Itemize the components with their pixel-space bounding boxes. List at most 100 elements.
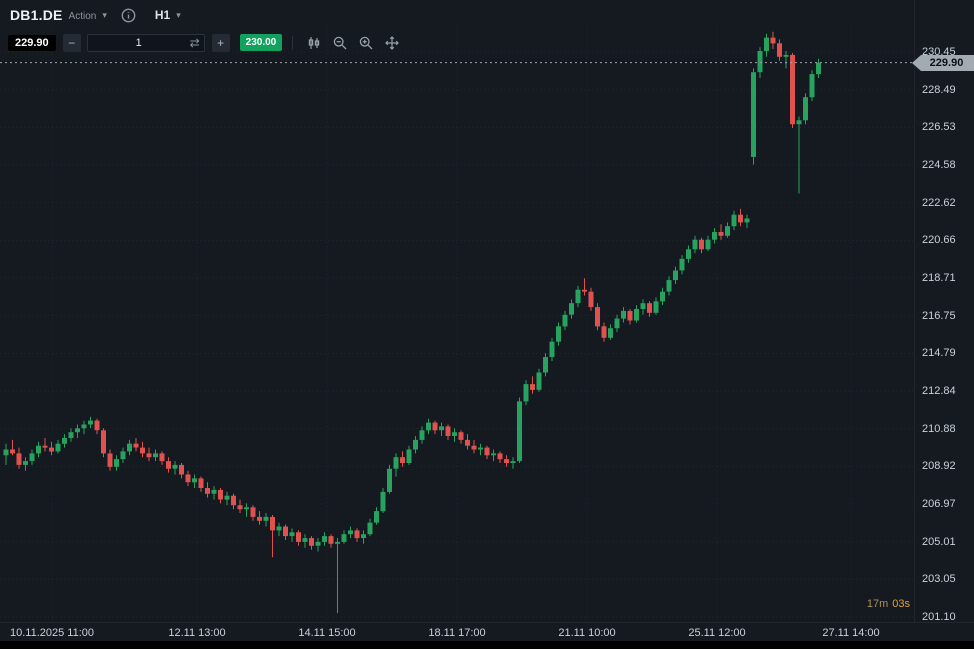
price-tick-label: 216.75 [922,310,956,322]
candle-body [159,453,165,462]
candle-body [517,401,522,462]
time-tick-label: 18.11 17:00 [428,627,486,639]
candle-body [172,464,178,469]
candle-body [341,534,347,542]
candle-body [315,541,321,546]
chart-toolbar: 229.90 − ⇄ + 230.00 [8,33,403,52]
candle-body [3,449,9,456]
current-price-button[interactable]: 229.90 [8,34,56,51]
candle-body [218,489,223,500]
candle-body [244,507,249,510]
candle-body [718,232,724,236]
candle-body [309,538,314,546]
candle-body [101,430,106,454]
candle-body [692,239,698,250]
candle-body [777,43,782,57]
candle-body [367,522,373,535]
swap-icon[interactable]: ⇄ [189,35,200,50]
candle-body [556,326,561,342]
candle-body [237,505,243,510]
candle-body [757,51,763,73]
candle-body [263,516,269,521]
price-tick-label: 222.62 [922,197,956,209]
time-axis[interactable]: 10.11.2025 11:00 12.11 13:00 14.11 15:00 18… [0,622,974,642]
candle-body [23,461,28,465]
candle-body [198,478,204,488]
candle-body [107,453,113,467]
candle-body [348,530,353,535]
candle-body [725,226,730,236]
price-tick-label: 228.49 [922,84,956,96]
price-tick-label: 226.53 [922,121,956,133]
info-icon[interactable] [121,7,137,23]
chart-header: DB1.DE Action ▾ H1 ▾ [10,7,181,23]
zoom-out-icon[interactable] [329,34,351,52]
price-axis[interactable]: 230.45 228.49 226.53 224.58 222.62 220.66 218.… [914,0,974,623]
instrument-type-label: Action [68,10,97,22]
candle-body [10,449,15,454]
candle-body [400,457,405,463]
toolbar-divider [292,35,294,50]
price-tick-label: 208.92 [922,460,956,472]
candle-body [270,516,275,531]
candle-body [458,432,464,440]
candle-body [549,341,555,358]
candle-body [133,443,139,448]
chevron-down-icon: ▾ [176,9,181,20]
pan-icon[interactable] [381,34,403,52]
instrument-symbol: DB1.DE [10,7,63,23]
candle-body [569,303,574,315]
candle-body [120,451,126,460]
candle-body [679,258,685,271]
candle-body [211,489,217,494]
candle-body [640,303,646,309]
candle-body [575,289,581,304]
candle-body [712,232,717,240]
current-price-tag: 229.90 [912,55,974,71]
candle-body [595,307,600,327]
price-tick-label: 201.10 [922,611,956,623]
candle-body [484,447,490,456]
grid-lines [0,26,915,622]
candle-body [393,457,399,469]
candle-body [699,239,704,250]
candle-body [816,62,821,75]
candle-body [16,453,22,465]
candle-body [387,468,392,492]
zoom-in-icon[interactable] [355,34,377,52]
price-tick-label: 205.01 [922,536,956,548]
candle-body [55,443,61,452]
candle-body [770,37,776,44]
candle-body [653,301,659,313]
candle-body [302,538,308,542]
candle-body [803,97,808,121]
countdown-minutes: 17m [866,598,889,610]
candle-body [413,439,418,450]
take-profit-badge[interactable]: 230.00 [239,34,283,51]
instrument-selector[interactable]: DB1.DE Action ▾ [10,7,107,23]
candle-body [192,478,197,483]
price-tick-label: 224.58 [922,159,956,171]
timeframe-selector[interactable]: H1 ▾ [155,8,181,22]
candle-body [335,541,340,544]
candle-body [439,426,444,431]
candle-body [49,447,54,452]
candle-body [406,449,412,463]
candles-layer [3,31,821,614]
quantity-field: ⇄ [86,33,205,52]
candlestick-style-icon[interactable] [303,34,325,52]
candle-body [809,74,815,98]
quantity-input[interactable] [87,35,190,50]
price-tick-label: 206.97 [922,498,956,510]
quantity-decrease-button[interactable]: − [62,33,81,52]
candle-body [127,443,132,452]
candle-body [660,291,665,302]
candle-body [374,511,379,523]
candle-body [627,310,633,321]
candle-body [29,453,35,462]
candle-body [62,438,67,444]
quantity-increase-button[interactable]: + [211,33,230,52]
candle-body [510,461,516,463]
